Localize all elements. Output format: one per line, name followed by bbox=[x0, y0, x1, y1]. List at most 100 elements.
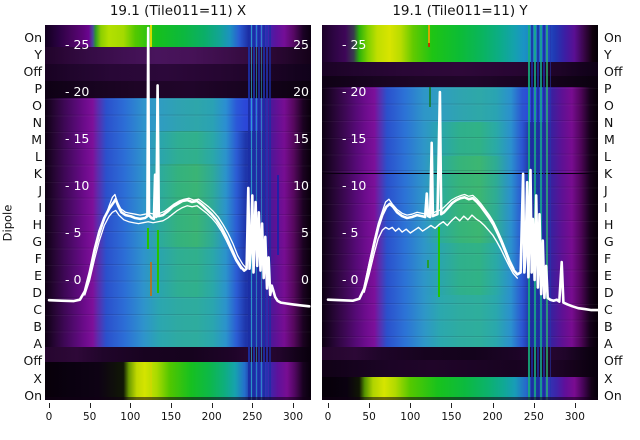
bandpass-trace bbox=[84, 193, 247, 294]
dipole-label: B bbox=[604, 319, 613, 335]
dipole-label: B bbox=[33, 319, 42, 335]
heatmap-row bbox=[45, 81, 311, 98]
x-tick-label: 300 bbox=[282, 411, 304, 423]
inner-ytick-label: 25 bbox=[293, 37, 309, 52]
inner-ytick-label: 10 bbox=[293, 178, 309, 193]
dipole-label: Off bbox=[23, 353, 42, 369]
inner-ytick-label: - 25 bbox=[342, 37, 367, 52]
inner-ytick-label: 5 bbox=[301, 225, 309, 240]
inner-ytick-label: - 20 bbox=[342, 84, 367, 99]
dipole-label: P bbox=[604, 80, 612, 96]
dipole-label: N bbox=[604, 114, 614, 130]
heatmap-row bbox=[45, 247, 311, 264]
heatmap-row bbox=[45, 214, 311, 231]
inner-ytick-label: - 25 bbox=[65, 37, 90, 52]
dipole-label: D bbox=[32, 285, 42, 301]
dipole-label: On bbox=[604, 387, 622, 403]
heatmap-row bbox=[45, 25, 311, 47]
x-tick-mark bbox=[533, 403, 535, 408]
x-tick-mark bbox=[252, 403, 254, 408]
inner-ytick-label: - 15 bbox=[65, 131, 90, 146]
heatmap-stripe bbox=[546, 25, 548, 400]
dipole-label: L bbox=[604, 148, 611, 164]
dipole-label: H bbox=[604, 217, 614, 233]
dipole-label: N bbox=[32, 114, 42, 130]
inner-ytick-label: 0 bbox=[301, 272, 309, 287]
heatmap-stripe bbox=[45, 397, 311, 400]
x-tick-mark bbox=[492, 403, 494, 408]
dipole-label: C bbox=[33, 302, 42, 318]
heatmap-stripe bbox=[550, 25, 551, 400]
dipole-label: I bbox=[38, 200, 42, 215]
inner-ytick-label: 15 bbox=[293, 131, 309, 146]
dipole-label: X bbox=[604, 370, 613, 386]
x-tick-mark bbox=[89, 403, 91, 408]
inner-ytick-label: - 10 bbox=[342, 178, 367, 193]
x-tick-label: 150 bbox=[160, 411, 182, 423]
heatmap-row bbox=[45, 230, 311, 248]
heatmap-stripe bbox=[261, 25, 262, 400]
dipole-label: Off bbox=[23, 63, 42, 79]
x-tick-label: 50 bbox=[362, 411, 376, 423]
trace-overlay bbox=[47, 26, 311, 308]
heatmap-stripe bbox=[150, 362, 152, 400]
x-tick-label: 0 bbox=[324, 411, 332, 423]
heatmap-row bbox=[45, 114, 311, 132]
heatmap-stripe bbox=[428, 43, 430, 47]
heatmap-stripe bbox=[269, 25, 271, 400]
x-tick-mark bbox=[49, 403, 50, 408]
dipole-label: E bbox=[34, 268, 42, 284]
x-tick-label: 200 bbox=[482, 411, 503, 423]
dipole-label: G bbox=[32, 234, 42, 250]
dipole-label: A bbox=[604, 336, 613, 352]
heatmap-stripe bbox=[543, 25, 545, 400]
x-tick-label: 50 bbox=[83, 411, 97, 423]
inner-ytick-label: - 0 bbox=[65, 272, 82, 287]
dipole-label: J bbox=[38, 182, 42, 198]
dipole-label: I bbox=[604, 200, 608, 215]
x-tick-mark bbox=[451, 403, 453, 408]
x-tick-label: 300 bbox=[564, 411, 585, 423]
inner-ytick-label: - 20 bbox=[65, 84, 90, 99]
heatmap-row bbox=[322, 76, 598, 87]
dipole-label: K bbox=[604, 165, 613, 181]
heatmap-row bbox=[45, 313, 311, 331]
right-panel-title: 19.1 (Tile011=11) Y bbox=[392, 3, 528, 19]
dipole-label: Y bbox=[34, 46, 42, 62]
heatmap-row bbox=[45, 164, 311, 181]
heatmap-row bbox=[45, 181, 311, 198]
heatmap-row bbox=[45, 330, 311, 348]
dipole-label: L bbox=[35, 148, 42, 164]
left-panel-title: 19.1 (Tile011=11) X bbox=[109, 3, 247, 19]
heatmap-row bbox=[45, 131, 311, 148]
heatmap-stripe bbox=[150, 25, 152, 47]
x-tick-label: 200 bbox=[201, 411, 222, 423]
x-tick-label: 150 bbox=[441, 411, 462, 423]
trace-overlay bbox=[326, 87, 598, 312]
heatmap-row bbox=[45, 47, 311, 64]
dipole-label: On bbox=[24, 387, 42, 403]
inner-ytick-label: - 15 bbox=[342, 131, 367, 146]
heatmap-stripe bbox=[277, 175, 279, 255]
heatmap-row bbox=[45, 297, 311, 314]
x-tick-label: 100 bbox=[120, 411, 141, 423]
x-tick-mark bbox=[130, 403, 132, 408]
heatmap-row bbox=[45, 64, 311, 81]
x-tick-label: 250 bbox=[523, 411, 544, 423]
dipole-label: Off bbox=[604, 353, 623, 369]
x-tick-label: 250 bbox=[242, 411, 263, 423]
heatmap-stripe bbox=[263, 25, 265, 400]
heatmap-stripe bbox=[266, 25, 268, 400]
bandpass-trace bbox=[326, 90, 598, 312]
x-tick-mark bbox=[574, 403, 576, 408]
heatmap-stripe bbox=[540, 25, 542, 400]
dipole-label: C bbox=[604, 302, 613, 318]
dipole-label: E bbox=[604, 268, 612, 284]
x-tick-label: 0 bbox=[45, 411, 53, 423]
x-tick-mark bbox=[410, 403, 412, 408]
x-tick-mark bbox=[211, 403, 213, 408]
heatmap-panel-y: - 25 - 20 - 15 - 10 - 5 - 0 bbox=[322, 25, 598, 400]
dipole-label: X bbox=[33, 370, 42, 386]
dipole-label: J bbox=[604, 182, 608, 198]
